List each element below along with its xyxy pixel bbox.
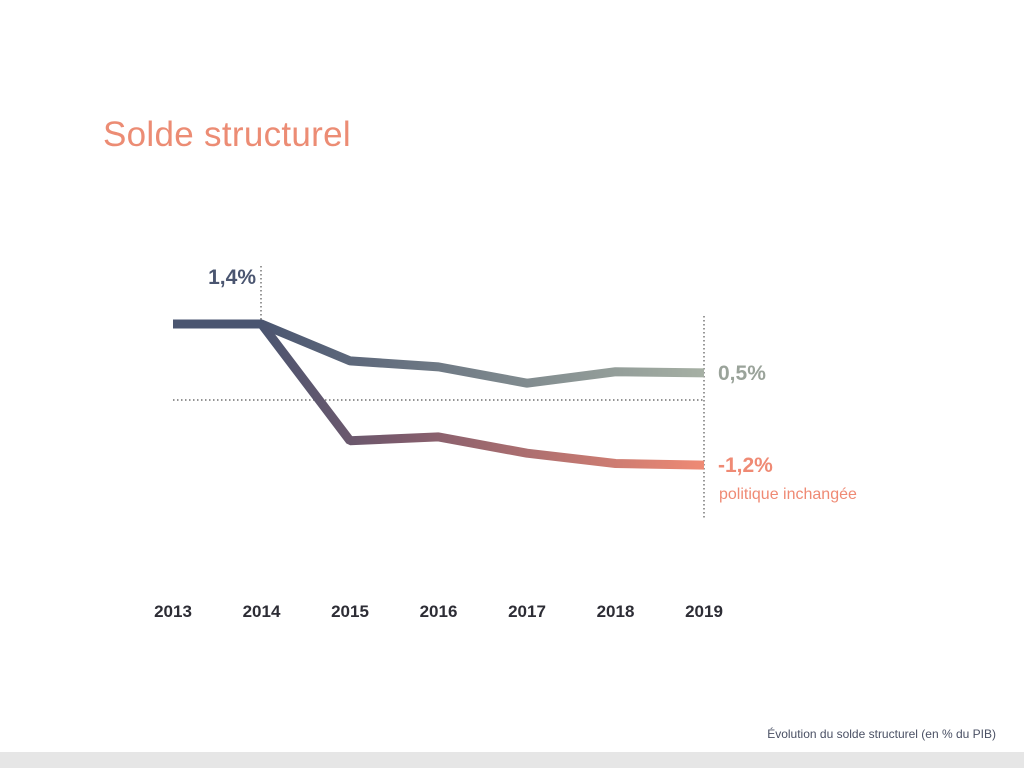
series-line-politique-inchangee	[173, 319, 705, 470]
x-tick-label: 2017	[508, 602, 546, 621]
page-title: Solde structurel	[103, 115, 351, 154]
x-tick-label: 2018	[597, 602, 635, 621]
x-tick-label: 2015	[331, 602, 369, 621]
x-tick-label: 2013	[154, 602, 192, 621]
line-chart: 2013 2014 2015 2016 2017 2018 2019 1,4% 0,5% -…	[154, 266, 857, 621]
x-tick-label: 2016	[420, 602, 458, 621]
x-tick-label: 2019	[685, 602, 723, 621]
footer-note: Évolution du solde structurel (en % du P…	[767, 727, 996, 741]
lower-end-label: -1,2%	[718, 454, 773, 477]
bottom-bar	[0, 752, 1024, 768]
series-line-upper	[173, 319, 705, 388]
start-value-label: 1,4%	[208, 266, 256, 289]
x-tick-label: 2014	[243, 602, 281, 621]
upper-end-label: 0,5%	[718, 362, 766, 385]
lower-series-label: politique inchangée	[719, 486, 857, 503]
